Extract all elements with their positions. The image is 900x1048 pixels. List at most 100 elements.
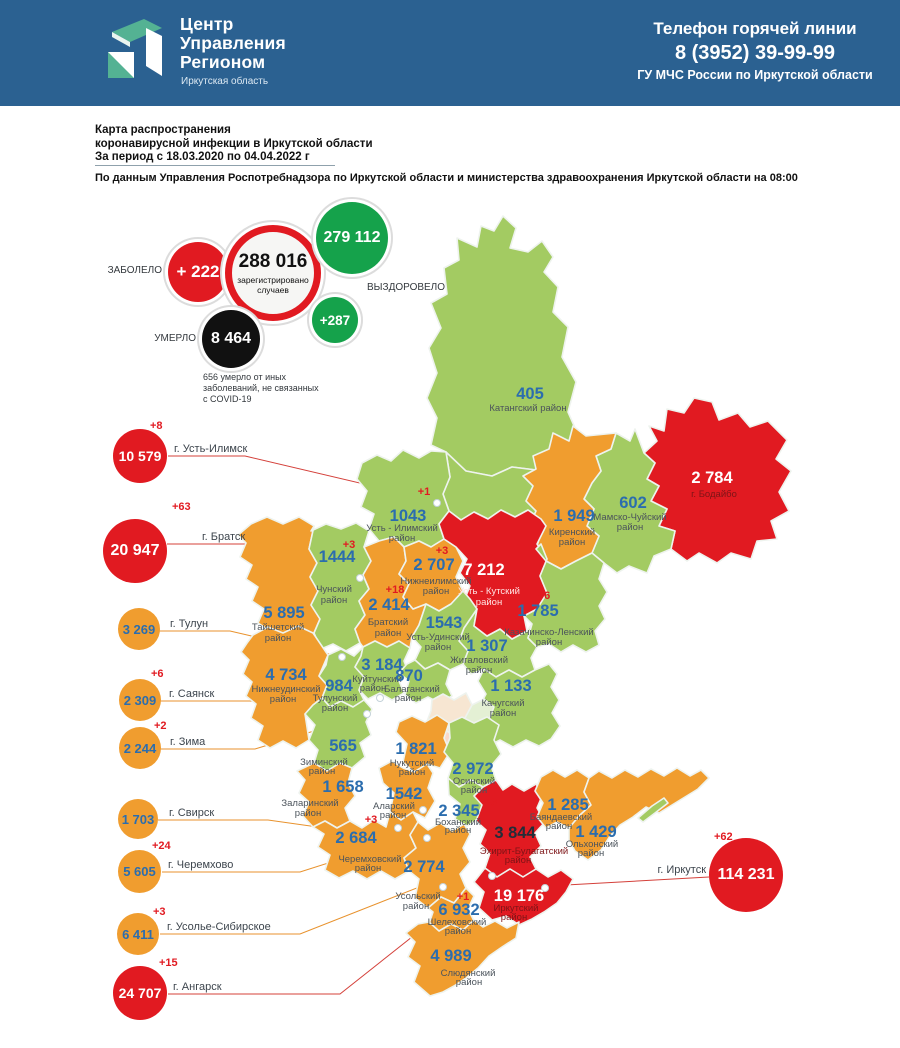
died-note-line1: 656 умерло от иных: [203, 372, 287, 382]
logo-line3: Регионом: [180, 52, 266, 72]
label-ziminsky-2: район: [309, 766, 335, 777]
delta-city-usolye: +3: [153, 906, 166, 918]
label-zhigalovsky-2: район: [466, 665, 492, 676]
delta-chunsky: +3: [343, 539, 356, 551]
died-note-line3: с COVID-19: [203, 394, 252, 404]
label-city-svirsk: г. Свирск: [169, 807, 215, 819]
label-kazachinsko-2: район: [536, 637, 562, 648]
title-divider: [95, 165, 335, 166]
label-nizhneudinsky-2: район: [270, 694, 296, 705]
registered-circle: 288 016 зарегистрировано случаев: [225, 225, 321, 321]
value-slyudyansky: 4 989: [430, 947, 471, 965]
value-kirensky: 1 949: [553, 507, 594, 525]
city-dot-sayansk: [376, 694, 384, 702]
circle-city-angarsk: 24 707: [113, 966, 167, 1020]
label-nukutsky-1: Нукутский: [390, 758, 434, 769]
label-bodaibo: г. Бодайбо: [691, 489, 737, 500]
label-city-bratsk: г. Братск: [202, 531, 246, 543]
delta-city-irkutsk: +62: [714, 831, 733, 843]
label-kuitunsky-2: район: [360, 683, 386, 694]
label-tulunsky-2: район: [322, 703, 348, 714]
label-bokhansky-1: Боханский: [435, 817, 481, 828]
value-olkhonsky: 1 429: [575, 823, 616, 841]
value-ust-udinsky: 1543: [426, 614, 463, 632]
city-dot-tulun: [338, 653, 346, 661]
delta-bokhansky: +3: [485, 797, 498, 809]
hotline-title: Телефон горячей линии: [653, 19, 857, 38]
value-zalarinsky: 1 658: [322, 778, 363, 796]
label-nukutsky-2: район: [399, 767, 425, 778]
label-shelekhovsky-2: район: [445, 926, 471, 937]
died-note: 656 умерло от иных заболеваний, не связа…: [203, 372, 319, 405]
region-ekhirit-bulagatsky: [473, 779, 546, 878]
label-zalarinsky-1: Заларинский: [281, 798, 338, 809]
value-taishetsky: 5 895: [263, 604, 304, 622]
delta-cheremkhovsky: +3: [365, 814, 378, 826]
sick-label: ЗАБОЛЕЛО: [107, 265, 162, 276]
registered-value: 288 016: [238, 251, 308, 272]
title-line2: коронавирусной инфекции в Иркутской обла…: [95, 137, 373, 150]
label-osinsky-1: Осинский: [453, 776, 495, 787]
map-title: Карта распространения коронавирусной инф…: [95, 124, 373, 165]
label-zalarinsky-2: район: [295, 808, 321, 819]
label-slyudyansky-2: район: [456, 977, 482, 988]
value-zhigalovsky: 1 307: [466, 637, 507, 655]
data-source-line: По данным Управления Роспотребнадзора по…: [95, 172, 798, 184]
city-dot-ust-ilimsk: [433, 499, 441, 507]
region-kazachinsko-lensky: [523, 543, 608, 653]
label-bayandaevsky-1: Баяндаевский: [530, 812, 592, 823]
label-alarsky-2: район: [380, 810, 406, 821]
circle-city-zima: 2 244: [119, 727, 161, 769]
value-bratsky: 2 414: [368, 596, 410, 614]
died-note-line2: заболеваний, не связанных: [203, 383, 319, 393]
label-mamsko-1: Мамско-Чуйский: [593, 512, 666, 523]
circle-city-sayansk: 2 309: [119, 679, 161, 721]
tsur-logo-icon: [108, 19, 162, 78]
line-usolye: [160, 881, 433, 935]
value-irkutsky: 19 176: [494, 887, 544, 905]
label-taishetsky-1: Тайшетский: [252, 622, 304, 633]
label-ust-udinsky-1: Усть-Удинский: [406, 632, 470, 643]
label-taishetsky-2: район: [265, 633, 291, 644]
city-dot-4: [488, 872, 496, 880]
city-dot-cheremkhovo: [394, 824, 402, 832]
label-chunsky-2: район: [321, 595, 347, 606]
label-ust-kutsky-2: район: [476, 597, 502, 608]
delta-city-zima: +2: [154, 720, 167, 732]
label-ust-udinsky-2: район: [425, 642, 451, 653]
circle-city-usolye: 6 411: [117, 913, 159, 955]
city-dot-irkutsk: [541, 884, 549, 892]
title-line3: За период с 18.03.2020 по 04.04.2022 г: [95, 151, 310, 163]
value-alarsky: 1542: [386, 785, 423, 803]
label-kuitunsky-1: Куйтунский: [352, 674, 402, 685]
label-irkutsky-1: Иркутский: [494, 903, 539, 914]
city-dot-zima: [363, 710, 371, 718]
delta-city-sayansk: +6: [151, 668, 164, 680]
label-bratsky-1: Братский: [368, 617, 408, 628]
label-balagansky-1: Балаганский: [384, 684, 440, 695]
sick-delta-circle: + 222: [168, 242, 228, 302]
city-dot-3: [423, 834, 431, 842]
label-usolsky-2: район: [403, 901, 429, 912]
died-circle: 8 464: [202, 310, 260, 368]
label-katangsky: Катангский район: [489, 403, 566, 414]
label-mamsko-2: район: [617, 522, 643, 533]
label-nizhneudinsky-1: Нижнеудинский: [252, 684, 321, 695]
label-city-angarsk: г. Ангарск: [173, 981, 222, 993]
value-nukutsky: 1 821: [395, 740, 436, 758]
city-dot-svirsk: [419, 806, 427, 814]
delta-nizhneilimsky: +3: [436, 545, 449, 557]
hotline-block: Телефон горячей линии 8 (3952) 39-99-99 …: [610, 19, 900, 82]
label-tulunsky-1: Тулунский: [313, 693, 358, 704]
circle-city-cheremkhovo: 5 605: [118, 850, 161, 893]
value-usolsky: 2 774: [403, 858, 445, 876]
delta-city-ust-ilimsk: +8: [150, 420, 163, 432]
label-slyudyansky-1: Слюдянский: [441, 968, 496, 979]
label-kachugsky-1: Качугский: [481, 698, 524, 709]
value-ust-ilimsky: 1043: [390, 507, 427, 525]
label-chunsky-1: Чунский: [316, 584, 352, 595]
label-ust-kutsky-1: Усть - Кутский: [458, 586, 520, 597]
hotline-org: ГУ МЧС России по Иркутской области: [637, 68, 873, 82]
label-balagansky-2: район: [395, 693, 421, 704]
